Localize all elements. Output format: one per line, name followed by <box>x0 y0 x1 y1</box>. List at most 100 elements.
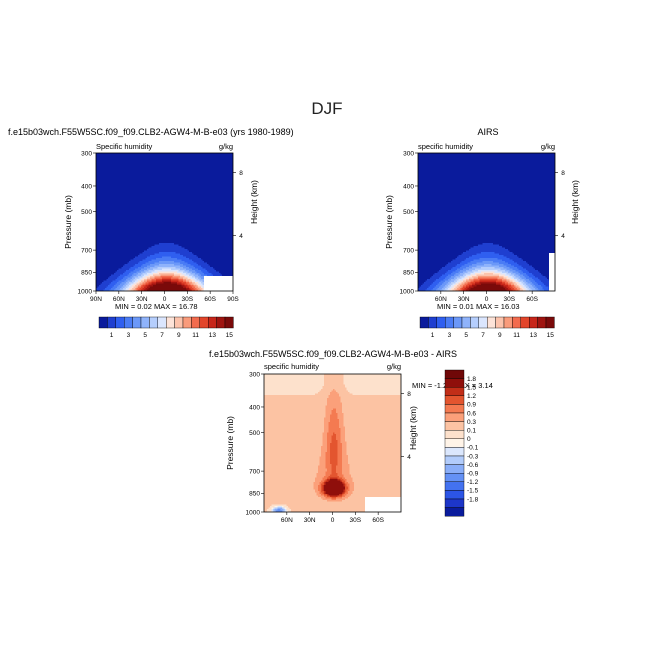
model-field-cell <box>114 285 116 287</box>
model-field-cell <box>148 283 151 286</box>
model-field-cell <box>153 192 155 194</box>
model-field-cell <box>144 280 146 283</box>
model-field-cell <box>115 241 118 244</box>
model-field-cell <box>136 222 139 224</box>
model-field-cell <box>124 189 127 191</box>
model-field-cell <box>112 265 115 268</box>
model-field-cell <box>112 214 115 217</box>
model-field-cell <box>124 276 127 278</box>
model-field-cell <box>103 265 106 268</box>
model-field-cell <box>117 207 119 209</box>
model-field-cell <box>106 238 109 241</box>
model-field-cell <box>118 171 121 173</box>
model-field-cell <box>112 181 115 184</box>
model-field-cell <box>127 234 130 236</box>
model-field-cell <box>139 280 142 283</box>
model-field-cell <box>109 247 112 250</box>
model-field-cell <box>174 169 176 172</box>
model-field-cell <box>148 172 151 175</box>
model-field-cell <box>145 286 148 289</box>
model-field-cell <box>103 225 106 227</box>
model-field-cell <box>154 153 157 155</box>
model-field-cell <box>97 208 100 211</box>
model-field-cell <box>102 214 104 217</box>
model-field-cell <box>157 159 160 161</box>
model-field-cell <box>102 169 104 172</box>
model-field-cell <box>138 195 140 197</box>
model-field-cell <box>111 157 113 160</box>
model-field-cell <box>138 286 140 289</box>
model-field-cell <box>99 157 101 160</box>
model-field-cell <box>123 181 125 184</box>
model-field-cell <box>159 153 161 155</box>
model-field-cell <box>154 244 157 247</box>
model-field-cell <box>166 214 169 217</box>
model-field-cell <box>175 241 178 244</box>
model-field-cell <box>148 267 151 269</box>
model-field-cell <box>105 268 107 271</box>
model-field-cell <box>132 198 134 200</box>
model-field-cell <box>109 237 112 239</box>
model-field-cell <box>145 153 148 155</box>
model-field-cell <box>118 207 121 209</box>
model-field-cell <box>106 169 109 172</box>
model-field-cell <box>144 267 146 269</box>
model-field-cell <box>135 244 137 247</box>
model-field-cell <box>118 241 121 244</box>
model-field-cell <box>150 169 152 172</box>
model-field-cell <box>151 160 154 163</box>
model-field-cell <box>157 219 160 221</box>
model-field-cell <box>123 271 125 274</box>
model-field-cell <box>154 157 157 160</box>
model-field-cell <box>115 220 118 223</box>
model-field-cell <box>154 268 157 271</box>
model-field-cell <box>124 286 127 289</box>
model-field-cell <box>159 211 161 214</box>
model-field-cell <box>123 262 125 265</box>
model-field-cell <box>102 279 104 281</box>
model-field-cell <box>135 160 137 163</box>
model-field-cell <box>154 261 157 263</box>
model-field-cell <box>130 226 133 229</box>
model-field-cell <box>141 216 143 218</box>
model-field-cell <box>97 195 100 197</box>
model-field-cell <box>111 181 113 184</box>
model-field-cell <box>97 198 100 200</box>
model-field-cell <box>141 279 143 281</box>
model-field-cell <box>156 157 158 160</box>
model-field-cell <box>165 177 167 179</box>
model-field-cell <box>102 186 104 188</box>
model-field-cell <box>103 267 106 269</box>
model-field-cell <box>157 223 160 226</box>
model-field-cell <box>141 174 143 176</box>
model-field-cell <box>108 178 110 181</box>
model-field-cell <box>148 187 151 190</box>
model-field-cell <box>168 193 170 196</box>
model-field-cell <box>157 285 160 287</box>
model-field-cell <box>124 250 127 253</box>
model-field-cell <box>162 285 164 287</box>
model-field-cell <box>157 235 160 238</box>
model-field-cell <box>136 231 139 233</box>
model-field-cell <box>111 175 113 178</box>
model-field-cell <box>175 252 178 254</box>
model-field-cell <box>121 160 124 163</box>
model-field-cell <box>153 207 155 209</box>
model-field-cell <box>148 277 151 280</box>
model-field-cell <box>166 285 169 287</box>
model-field-cell <box>99 285 101 287</box>
model-field-cell <box>117 264 119 266</box>
model-field-cell <box>159 220 161 223</box>
model-field-cell <box>160 252 163 254</box>
model-field-cell <box>147 229 149 232</box>
model-field-cell <box>105 264 107 266</box>
model-field-cell <box>133 154 136 157</box>
model-field-cell <box>144 289 146 291</box>
model-field-cell <box>163 229 166 232</box>
model-field-cell <box>160 196 163 199</box>
model-field-cell <box>103 268 106 271</box>
model-field-cell <box>160 211 163 214</box>
model-field-cell <box>168 178 170 181</box>
model-field-cell <box>169 232 172 235</box>
model-field-cell <box>117 286 119 289</box>
